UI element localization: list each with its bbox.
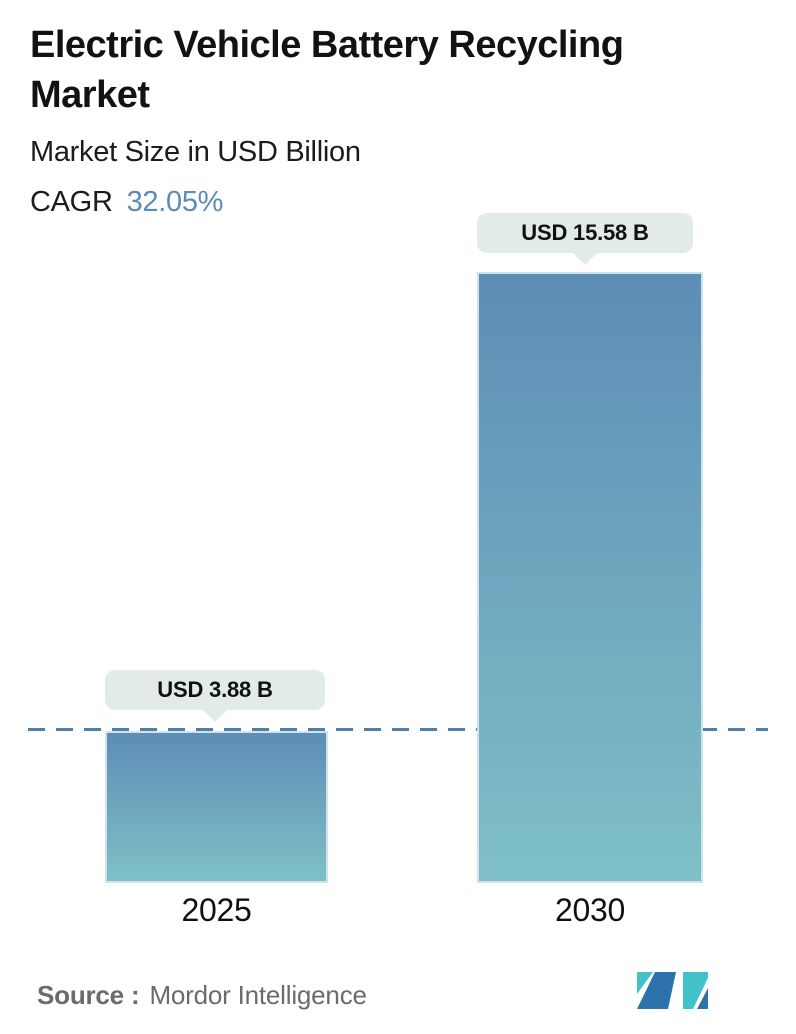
page-title: Electric Vehicle Battery Recycling Marke… (30, 20, 750, 120)
mordor-intelligence-logo-icon (637, 972, 708, 1009)
bar-2025 (105, 731, 328, 883)
x-axis-label-2030: 2030 (555, 892, 625, 928)
chart-subtitle: Market Size in USD Billion (30, 136, 361, 168)
page-title-line-2: Market (30, 74, 150, 116)
value-callout-2030: USD 15.58 B (477, 213, 693, 253)
source-label: Source : (37, 980, 140, 1010)
source-value: Mordor Intelligence (149, 980, 367, 1010)
source-row: Source : Mordor Intelligence (37, 980, 367, 1011)
cagr-value: 32.05% (126, 186, 224, 218)
value-callout-2025: USD 3.88 B (105, 670, 325, 710)
x-axis-label-2025: 2025 (181, 892, 252, 928)
cagr-label: CAGR (30, 186, 113, 218)
bar-2030 (477, 272, 703, 883)
page-title-line-1: Electric Vehicle Battery Recycling (30, 24, 624, 66)
cagr-row: CAGR 32.05% (30, 186, 223, 219)
dashed-threshold-line (28, 728, 768, 731)
